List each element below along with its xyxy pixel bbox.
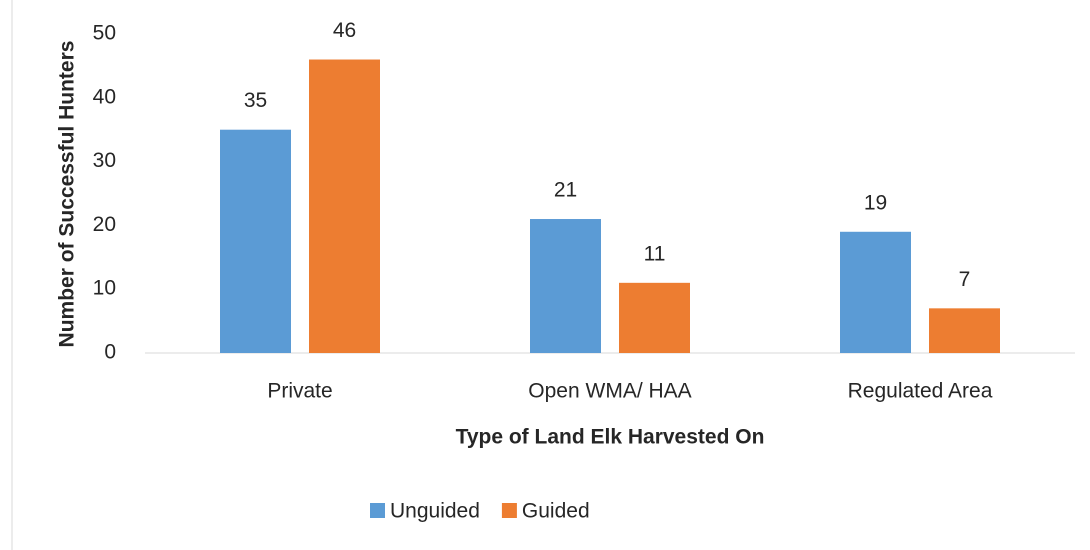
data-label: 21: [554, 179, 577, 202]
bar: [309, 59, 380, 354]
x-tick-label: Regulated Area: [848, 380, 993, 403]
bar: [840, 231, 911, 353]
x-tick-label: Private: [267, 380, 332, 403]
y-tick-label: 0: [104, 341, 116, 364]
y-tick-label: 50: [93, 22, 116, 45]
x-axis-title: Type of Land Elk Harvested On: [456, 426, 765, 449]
y-tick-label: 20: [93, 213, 116, 236]
legend-label: Unguided: [390, 500, 480, 523]
data-label: 46: [333, 19, 356, 42]
bar: [619, 282, 690, 353]
bar: [929, 308, 1000, 353]
y-tick-label: 40: [93, 85, 116, 108]
y-tick-label: 10: [93, 277, 116, 300]
data-label: 19: [864, 191, 887, 214]
bar: [220, 129, 291, 353]
data-label: 11: [644, 242, 666, 265]
data-label: 35: [244, 89, 267, 112]
y-axis-title: Number of Successful Hunters: [56, 41, 79, 348]
y-tick-label: 30: [93, 149, 116, 172]
legend-swatch: [501, 503, 517, 518]
legend-swatch: [370, 503, 385, 518]
x-tick-label: Open WMA/ HAA: [528, 380, 691, 403]
legend-label: Guided: [522, 500, 590, 523]
data-label: 7: [959, 268, 971, 291]
bar: [530, 219, 601, 353]
